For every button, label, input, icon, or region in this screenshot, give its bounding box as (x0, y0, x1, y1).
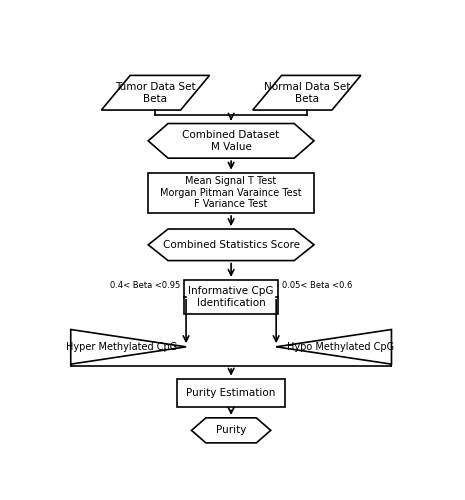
Polygon shape (276, 330, 392, 364)
Polygon shape (71, 330, 186, 364)
Polygon shape (148, 229, 314, 260)
Polygon shape (148, 124, 314, 158)
FancyBboxPatch shape (177, 378, 285, 408)
Polygon shape (192, 418, 271, 443)
FancyBboxPatch shape (184, 280, 278, 314)
Polygon shape (252, 76, 361, 110)
Text: Purity Estimation: Purity Estimation (186, 388, 276, 398)
Text: Tumor Data Set
Beta: Tumor Data Set Beta (115, 82, 196, 104)
Text: 0.05< Beta <0.6: 0.05< Beta <0.6 (282, 281, 352, 290)
Text: Informative CpG
Identification: Informative CpG Identification (188, 286, 274, 308)
Text: Mean Signal T Test
Morgan Pitman Varaince Test
F Variance Test: Mean Signal T Test Morgan Pitman Varainc… (160, 176, 302, 210)
Text: 0.4< Beta <0.95: 0.4< Beta <0.95 (110, 281, 180, 290)
Text: Purity: Purity (216, 426, 246, 436)
Polygon shape (101, 76, 209, 110)
FancyBboxPatch shape (148, 172, 314, 213)
Text: Hypo Methylated CpG: Hypo Methylated CpG (287, 342, 395, 352)
Text: Normal Data Set
Beta: Normal Data Set Beta (264, 82, 350, 104)
Text: Hyper Methylated CpG: Hyper Methylated CpG (66, 342, 177, 352)
Text: Combined Dataset
M Value: Combined Dataset M Value (182, 130, 280, 152)
Text: Combined Statistics Score: Combined Statistics Score (163, 240, 299, 250)
